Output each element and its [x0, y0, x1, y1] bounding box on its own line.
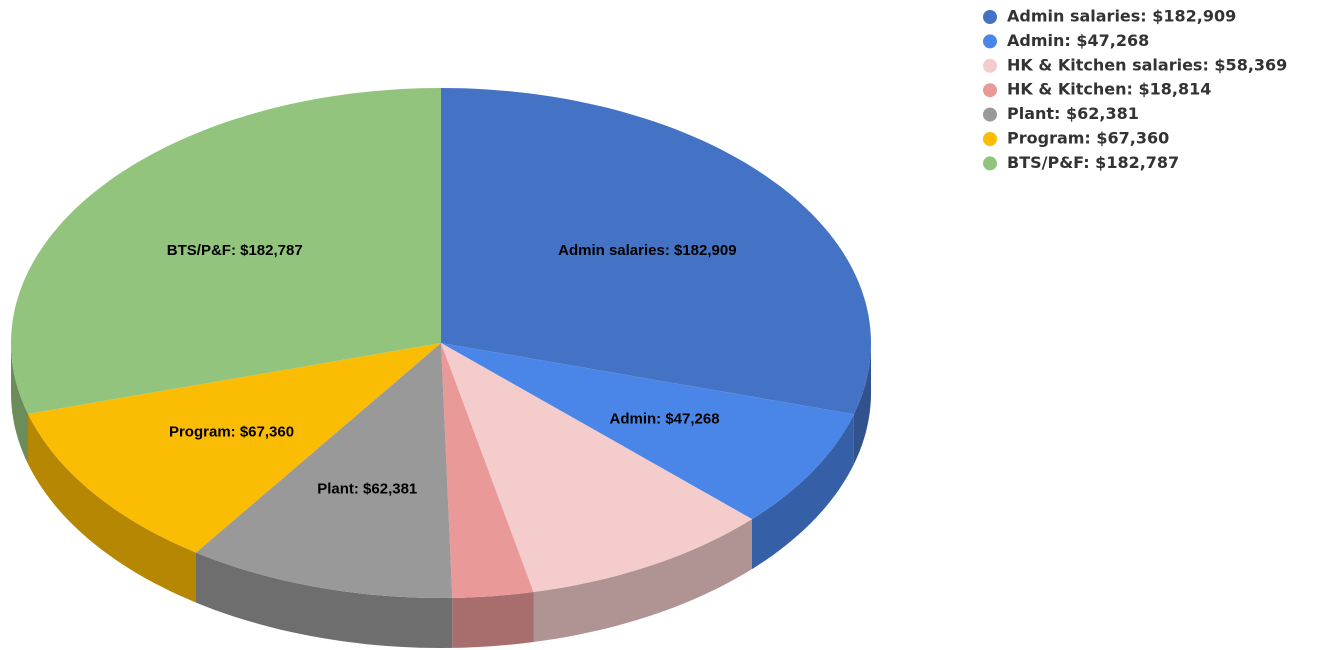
slice-side: [28, 413, 196, 603]
legend-label: HK & Kitchen: $18,814: [1007, 80, 1211, 99]
slice: [441, 88, 871, 415]
data-label: Program: $67,360: [169, 423, 294, 440]
slice-side: [533, 519, 752, 642]
legend-label: Program: $67,360: [1007, 129, 1169, 148]
data-label: BTS/P&F: $182,787: [167, 242, 303, 259]
legend-marker: [983, 58, 997, 73]
legend-label: BTS/P&F: $182,787: [1007, 153, 1179, 172]
legend-label: Admin: $47,268: [1007, 31, 1149, 50]
slice: [441, 343, 854, 520]
data-label: Admin salaries: $182,909: [558, 242, 736, 259]
slice-side: [196, 552, 453, 648]
slice: [441, 343, 534, 598]
legend-marker: [983, 156, 997, 171]
slice-side: [11, 343, 28, 464]
legend-label: Admin salaries: $182,909: [1007, 7, 1236, 26]
data-label: Admin: $47,268: [610, 410, 720, 427]
legend-marker: [983, 34, 997, 49]
legend-marker: [983, 83, 997, 98]
legend-marker: [983, 10, 997, 24]
slice: [28, 343, 441, 553]
slice: [441, 343, 752, 592]
legend-label: HK & Kitchen salaries: $58,369: [1007, 55, 1287, 74]
slice-side: [752, 414, 854, 570]
legend-marker: [983, 107, 997, 122]
data-label: Plant: $62,381: [317, 481, 417, 498]
slice: [11, 88, 441, 414]
slice-side: [853, 343, 871, 465]
slice: [196, 343, 453, 598]
legend-marker: [983, 132, 997, 146]
slice-side: [452, 592, 534, 648]
legend-label: Plant: $62,381: [1007, 104, 1139, 123]
